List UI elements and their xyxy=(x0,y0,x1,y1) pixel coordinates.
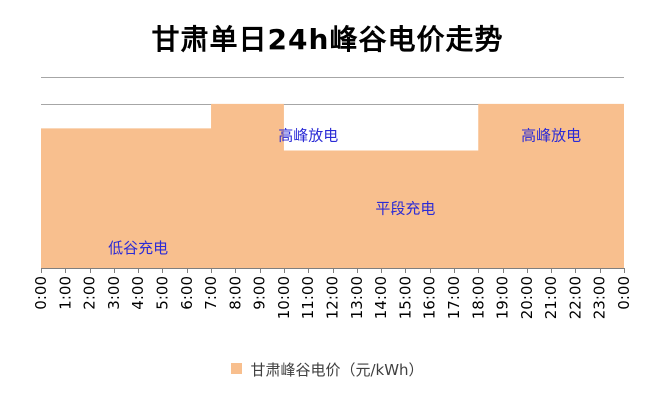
x-tick-label-11: 11:00 xyxy=(299,276,317,319)
data-point-0 xyxy=(41,128,65,268)
x-tick-label-10: 10:00 xyxy=(275,276,293,319)
data-point-23 xyxy=(600,104,624,268)
legend: 甘肃峰谷电价（元/kWh） xyxy=(0,359,655,380)
x-tick-label-23: 23:00 xyxy=(591,276,609,319)
x-tick-label-5: 5:00 xyxy=(153,276,171,310)
data-point-12 xyxy=(333,150,357,268)
x-tick-label-15: 15:00 xyxy=(396,276,414,319)
x-tick-label-3: 3:00 xyxy=(105,276,123,310)
data-point-18 xyxy=(478,104,502,268)
x-tick-label-8: 8:00 xyxy=(226,276,244,310)
series-area xyxy=(41,103,624,268)
x-tick-label-14: 14:00 xyxy=(372,276,390,319)
chart-title: 甘肃单日24h峰谷电价走势 xyxy=(151,23,504,56)
x-tick-label-21: 21:00 xyxy=(542,276,560,319)
data-point-11 xyxy=(308,150,332,268)
annotation-0: 低谷充电 xyxy=(108,239,168,257)
x-tick-label-9: 9:00 xyxy=(251,276,269,310)
x-tick-label-18: 18:00 xyxy=(469,276,487,319)
x-tick-label-7: 7:00 xyxy=(202,276,220,310)
x-tick-label-2: 2:00 xyxy=(81,276,99,310)
x-tick-label-12: 12:00 xyxy=(324,276,342,319)
x-tick-label-16: 16:00 xyxy=(421,276,439,319)
x-tick-label-1: 1:00 xyxy=(56,276,74,310)
legend-swatch xyxy=(231,363,243,374)
x-tick-label-20: 20:00 xyxy=(518,276,536,319)
x-tick-label-0: 0:00 xyxy=(32,276,50,310)
data-point-1 xyxy=(65,128,89,268)
x-tick-label-22: 22:00 xyxy=(566,276,584,319)
x-tick-label-4: 4:00 xyxy=(129,276,147,310)
x-tick-label-13: 13:00 xyxy=(348,276,366,319)
x-tick-label-6: 6:00 xyxy=(178,276,196,310)
x-tick-label-19: 19:00 xyxy=(494,276,512,319)
x-tick-label-17: 17:00 xyxy=(445,276,463,319)
annotation-2: 平段充电 xyxy=(375,200,435,218)
annotation-3: 高峰放电 xyxy=(521,126,581,144)
data-point-8 xyxy=(235,104,259,268)
annotation-1: 高峰放电 xyxy=(278,126,338,144)
data-point-6 xyxy=(187,128,211,268)
data-point-10 xyxy=(284,150,308,268)
data-point-17 xyxy=(454,150,478,268)
legend-label: 甘肃峰谷电价（元/kWh） xyxy=(250,361,424,379)
data-point-7 xyxy=(211,104,235,268)
x-tick-label-24: 0:00 xyxy=(615,276,633,310)
